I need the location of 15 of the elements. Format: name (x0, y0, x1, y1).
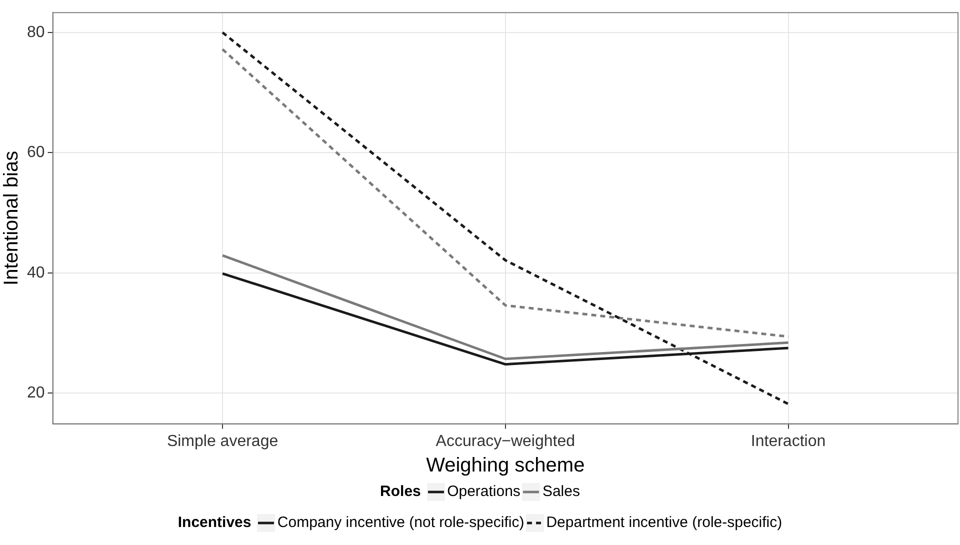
y-tick-label: 60 (27, 144, 45, 162)
y-tick-label: 40 (27, 264, 45, 282)
y-axis-title: Intentional bias (0, 150, 23, 286)
x-tick-label: Interaction (750, 432, 826, 450)
legend-label: Sales (542, 483, 580, 500)
x-axis-title: Weighing scheme (426, 454, 585, 477)
y-tick-label: 80 (27, 24, 45, 41)
text: Department incentive (role-specific) (546, 514, 782, 531)
y-tick-label: 20 (27, 384, 45, 402)
x-tick-label: Simple average (166, 432, 278, 450)
legend-title: Roles (380, 483, 421, 500)
text: Incentives (178, 514, 252, 531)
text: Company incentive (not role-specific) (277, 514, 524, 531)
legend-label: Operations (447, 483, 520, 500)
x-tick-label: Accuracy−weighted (436, 432, 575, 450)
